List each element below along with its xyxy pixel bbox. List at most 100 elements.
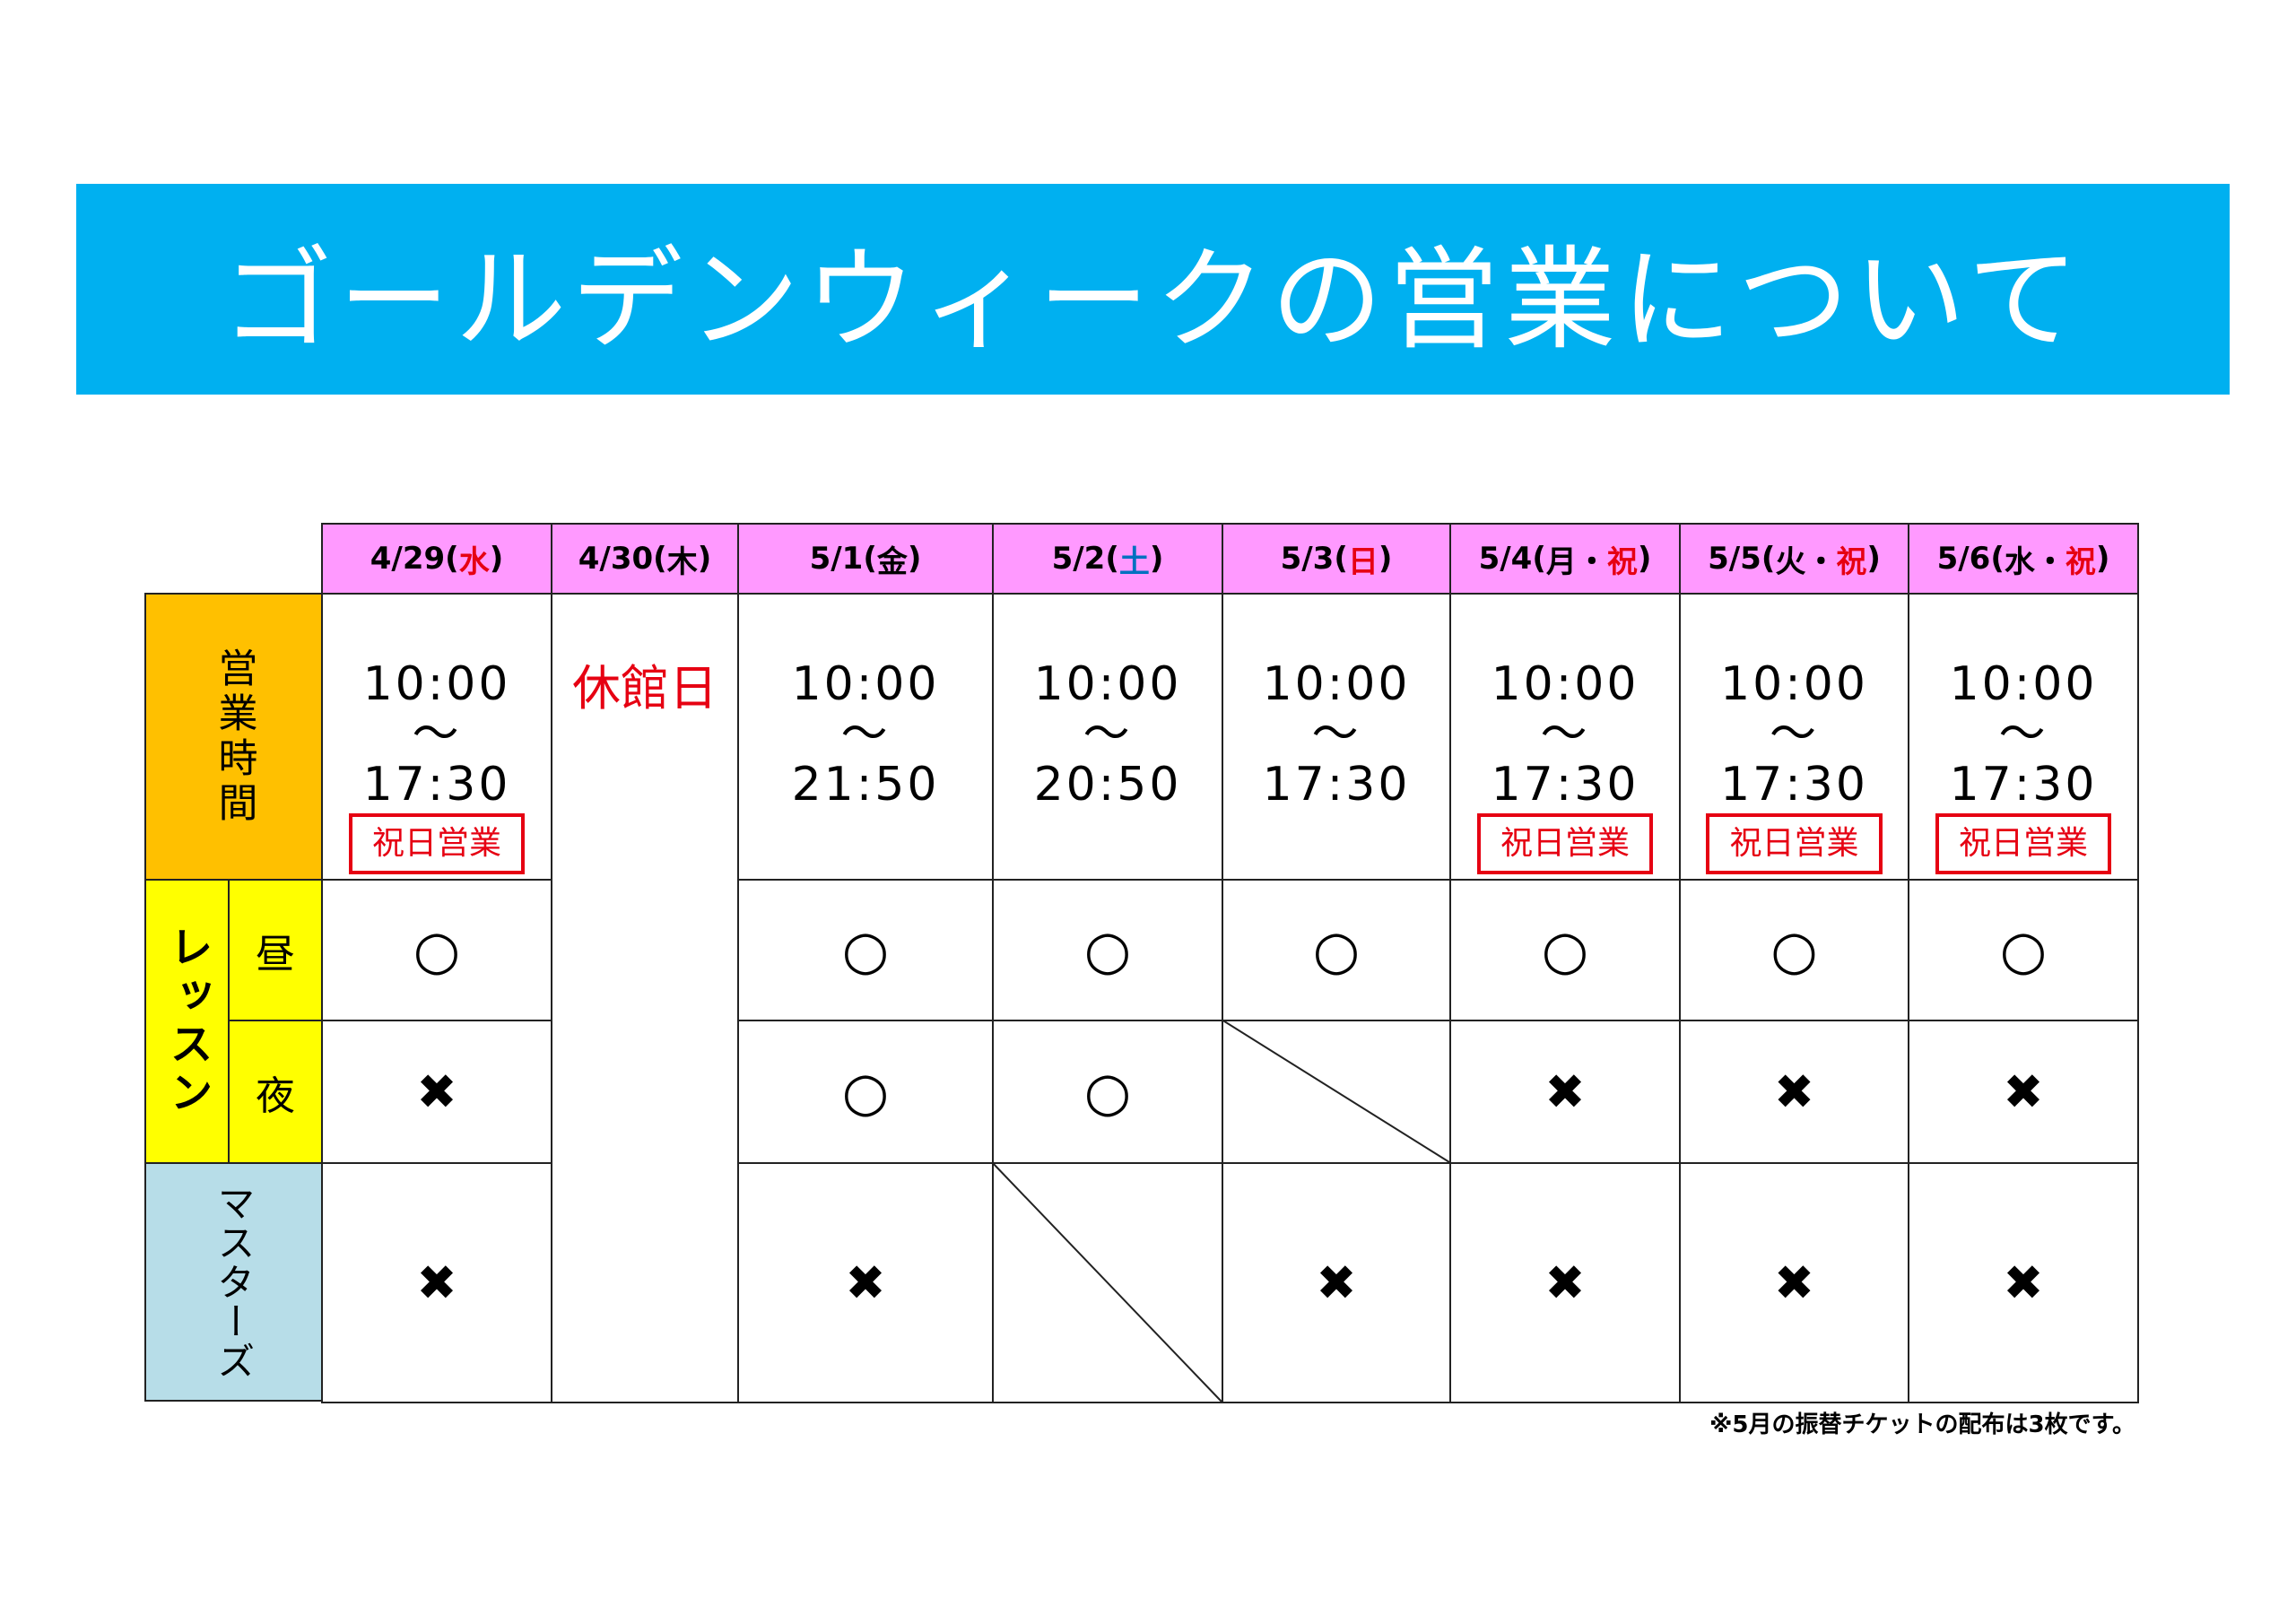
hours-text: 10:00: [1262, 657, 1411, 711]
masters-cell: ✖: [321, 1162, 552, 1403]
day-cell: ○: [1679, 879, 1909, 1021]
closed-cell: 休館日: [551, 593, 739, 1403]
header-paren: ): [489, 541, 504, 577]
header-date: 5/2: [1051, 541, 1106, 577]
holiday-badge: 祝日営業: [1935, 813, 2111, 874]
row-label-day: 昼: [228, 879, 323, 1021]
unavailable-mark: ✖: [2003, 1255, 2044, 1311]
masters-cell: ✖: [1679, 1162, 1909, 1403]
day-cell: ○: [1222, 879, 1451, 1021]
night-cell: ○: [992, 1020, 1223, 1164]
hours-text: 17:30: [1491, 758, 1639, 812]
available-mark: ○: [1541, 918, 1589, 982]
night-cell: ✖: [1449, 1020, 1681, 1164]
header-date: 5/3: [1280, 541, 1335, 577]
hours-cell: 10:00 〜 17:30: [1222, 593, 1451, 881]
hours-cell: 10:00 〜 17:30 祝日営業: [1449, 593, 1681, 881]
header-date: 4/29: [370, 541, 446, 577]
header-paren: (: [1105, 541, 1119, 577]
masters-cell: ✖: [1908, 1162, 2139, 1403]
header-date: 5/1: [809, 541, 864, 577]
hours-text: 10:00: [1949, 657, 2098, 711]
header-date: 5/5: [1708, 541, 1761, 577]
hours-cell: 10:00 〜 17:30 祝日営業: [1679, 593, 1909, 881]
hours-text: 10:00: [1720, 657, 1868, 711]
available-mark: ○: [1083, 918, 1132, 982]
header-weekday: 月・: [1545, 543, 1607, 580]
hours-cell: 10:00 〜 17:30 祝日営業: [321, 593, 552, 881]
night-cell: [1222, 1020, 1451, 1164]
available-mark: ○: [413, 918, 461, 982]
available-mark: ○: [1770, 918, 1818, 982]
column-header: 5/6(水・祝): [1908, 523, 2139, 595]
header-paren: ): [1149, 541, 1164, 577]
header-weekday: 水・: [2004, 543, 2066, 580]
hours-cell: 10:00 〜 17:30 祝日営業: [1908, 593, 2139, 881]
unavailable-mark: ✖: [416, 1064, 457, 1120]
closed-label: 休館日: [572, 660, 718, 716]
holiday-badge: 祝日営業: [1706, 813, 1883, 874]
header-paren: ): [2095, 541, 2110, 577]
header-weekday: 祝: [1606, 543, 1638, 580]
header-date: 5/6: [1936, 541, 1991, 577]
page-title: ゴールデンウィークの営業について: [222, 235, 2084, 365]
header-paren: (: [1990, 541, 2005, 577]
column-header: 5/1(金): [737, 523, 994, 595]
hours-text: 〜: [1311, 708, 1361, 761]
header-weekday: 祝: [1836, 543, 1867, 580]
night-cell: ○: [737, 1020, 994, 1164]
hours-text: 〜: [840, 708, 891, 761]
header-weekday: 火・: [1775, 543, 1837, 580]
hours-text: 〜: [1769, 708, 1819, 761]
header-paren: ): [1378, 541, 1393, 577]
night-cell: ✖: [1679, 1020, 1909, 1164]
header-paren: (: [1761, 541, 1776, 577]
night-cell: ✖: [1908, 1020, 2139, 1164]
header-weekday: 木: [666, 543, 698, 580]
hours-text: 17:30: [362, 758, 511, 812]
hours-text: 10:00: [1033, 657, 1182, 711]
hours-text: 21:50: [791, 758, 940, 812]
masters-cell: ✖: [1449, 1162, 1681, 1403]
header-date: 5/4: [1478, 541, 1533, 577]
column-header: 5/4(月・祝): [1449, 523, 1681, 595]
header-weekday: 水: [458, 543, 490, 580]
hours-text: 10:00: [1491, 657, 1639, 711]
footnote: ※5月の振替チケットの配布は3枚です。: [1709, 1411, 2135, 1438]
column-header: 4/29(水): [321, 523, 552, 595]
hours-text: 17:30: [1720, 758, 1868, 812]
hours-text: 〜: [412, 708, 462, 761]
hours-cell: 10:00 〜 21:50: [737, 593, 994, 881]
header-paren: (: [1334, 541, 1348, 577]
row-label-masters: マスターズ: [144, 1162, 323, 1402]
hours-text: 17:30: [1949, 758, 2098, 812]
header-paren: ): [1637, 541, 1652, 577]
unavailable-mark: ✖: [416, 1255, 457, 1311]
holiday-badge: 祝日営業: [348, 813, 525, 874]
day-cell: ○: [1908, 879, 2139, 1021]
row-label-lesson: レッスン: [144, 879, 230, 1164]
hours-text: 〜: [1998, 708, 2048, 761]
unavailable-mark: ✖: [1544, 1255, 1586, 1311]
unavailable-mark: ✖: [1773, 1064, 1815, 1120]
masters-cell: [992, 1162, 1223, 1403]
header-paren: ): [907, 541, 922, 577]
header-paren: (: [653, 541, 667, 577]
day-cell: ○: [737, 879, 994, 1021]
hours-text: 20:50: [1033, 758, 1182, 812]
title-banner: ゴールデンウィークの営業について: [76, 184, 2230, 395]
column-header: 4/30(木): [551, 523, 739, 595]
hours-text: 10:00: [791, 657, 940, 711]
unavailable-mark: ✖: [1773, 1255, 1815, 1311]
night-cell: ✖: [321, 1020, 552, 1164]
header-weekday: 日: [1347, 543, 1378, 580]
hours-cell: 10:00 〜 20:50: [992, 593, 1223, 881]
unavailable-mark: ✖: [1316, 1255, 1357, 1311]
header-paren: (: [863, 541, 877, 577]
unavailable-mark: ✖: [2003, 1064, 2044, 1120]
header-weekday: 金: [876, 543, 908, 580]
holiday-badge: 祝日営業: [1476, 813, 1653, 874]
hours-text: 10:00: [362, 657, 511, 711]
hours-text: 17:30: [1262, 758, 1411, 812]
